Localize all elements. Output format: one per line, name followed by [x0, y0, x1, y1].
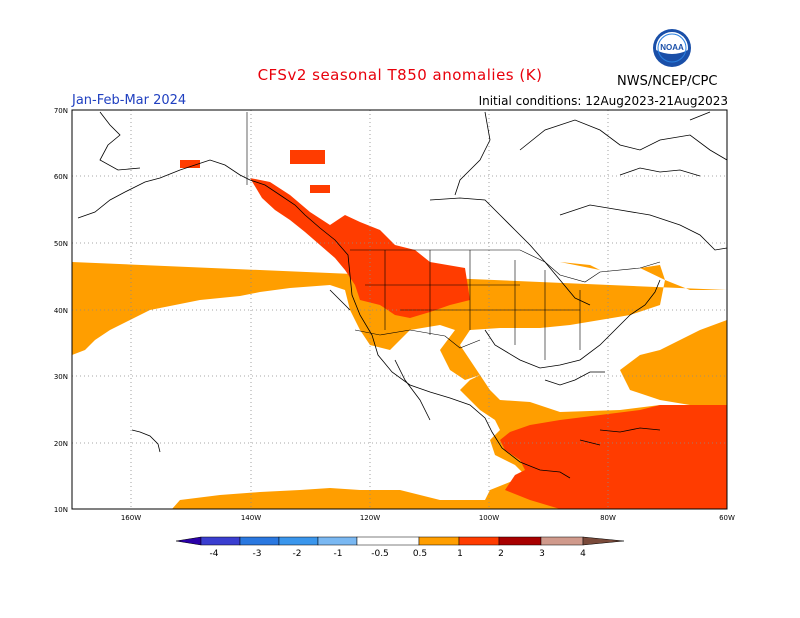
lat-label-40n: 40N: [54, 307, 68, 315]
lat-label-70n: 70N: [54, 107, 68, 115]
colorbar-bin-m1-m05: [317, 536, 358, 546]
graticule: [72, 110, 727, 509]
lon-label-60w: 60W: [719, 514, 735, 522]
colorbar-label-m2: -2: [293, 549, 302, 559]
lat-label-30n: 30N: [54, 373, 68, 381]
anomaly-red-small: [180, 160, 200, 168]
colorbar-label-p2: 2: [498, 549, 504, 559]
colorbar-label-m05: -0.5: [371, 549, 389, 559]
lat-label-50n: 50N: [54, 240, 68, 248]
anomaly-red-south: [500, 405, 727, 509]
colorbar-label-m1: -1: [334, 549, 343, 559]
colorbar-bin-p2-3: [498, 536, 542, 546]
chart-title: CFSv2 seasonal T850 anomalies (K): [257, 66, 543, 84]
colorbar-bin-p3-4: [540, 536, 584, 546]
colorbar-label-p1: 1: [457, 549, 463, 559]
svg-text:NOAA: NOAA: [660, 43, 684, 52]
colorbar-bin-p1-2: [458, 536, 500, 546]
lat-label-60n: 60N: [54, 173, 68, 181]
map-frame: [71, 109, 728, 510]
lon-label-100w: 100W: [479, 514, 499, 522]
lat-label-20n: 20N: [54, 440, 68, 448]
anomaly-fields: [72, 110, 727, 509]
political-borders: [246, 112, 661, 360]
colorbar-high-arrow: [582, 536, 625, 546]
colorbar-bin-m3-m2: [239, 536, 280, 546]
colorbar-bin-neutral: [356, 536, 420, 546]
colorbar-label-p4: 4: [580, 549, 586, 559]
lat-labels: 70N 60N 50N 40N 30N 20N 10N: [54, 107, 68, 514]
colorbar-labels: -4 -3 -2 -1 -0.5 0.5 1 2 3 4: [210, 549, 587, 559]
colorbar-label-p05: 0.5: [413, 549, 427, 559]
lat-label-10n: 10N: [54, 506, 68, 514]
noaa-logo: NOAA: [652, 28, 692, 72]
anomaly-orange-south-east: [620, 320, 727, 412]
colorbar-label-p3: 3: [539, 549, 545, 559]
coastlines: [77, 111, 728, 479]
colorbar-bin-m2-m1: [278, 536, 319, 546]
colorbar: [175, 536, 625, 546]
anomaly-red-yukon: [290, 150, 325, 164]
anomaly-red-small-2: [310, 185, 330, 193]
lon-label-120w: 120W: [360, 514, 380, 522]
anomaly-red-west: [250, 178, 470, 318]
colorbar-bin-p05-1: [418, 536, 460, 546]
colorbar-bin-m4-m3: [200, 536, 241, 546]
lon-labels: 160W 140W 120W 100W 80W 60W: [121, 514, 735, 522]
colorbar-label-m4: -4: [210, 549, 219, 559]
lon-label-140w: 140W: [241, 514, 261, 522]
initial-conditions-label: Initial conditions: 12Aug2023-21Aug2023: [478, 94, 728, 108]
colorbar-low-arrow: [175, 536, 202, 546]
colorbar-label-m3: -3: [253, 549, 262, 559]
lon-label-80w: 80W: [600, 514, 616, 522]
lon-label-160w: 160W: [121, 514, 141, 522]
period-label: Jan-Feb-Mar 2024: [72, 93, 187, 108]
agency-label: NWS/NCEP/CPC: [617, 74, 718, 89]
